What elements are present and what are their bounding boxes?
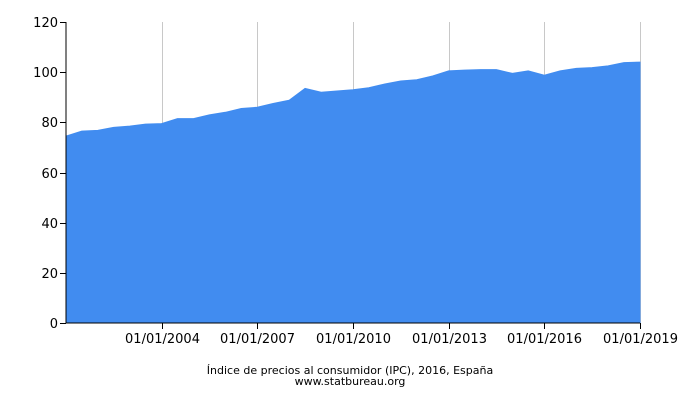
y-tick-label-0: 0 [50, 317, 58, 332]
chart-caption: Índice de precios al consumidor (IPC), 2… [206, 364, 494, 377]
y-tick-label-5: 100 [33, 66, 58, 81]
y-tick-label-4: 80 [41, 116, 58, 131]
y-tick-label-6: 120 [33, 16, 58, 31]
x-tick-label-5: 01/01/2019 [603, 332, 678, 347]
chart-source: www.statbureau.org [294, 375, 406, 388]
x-ticks: 01/01/2004 01/01/2007 01/01/2010 01/01/2013… [125, 323, 678, 347]
x-tick-label-2: 01/01/2010 [316, 332, 391, 347]
x-tick-label-0: 01/01/2004 [125, 332, 200, 347]
series-area-0 [65, 61, 641, 324]
y-tick-label-1: 20 [41, 267, 58, 282]
x-tick-label-4: 01/01/2016 [507, 332, 582, 347]
x-tick-label-1: 01/01/2007 [220, 332, 295, 347]
series-layer [65, 61, 641, 324]
y-tick-label-2: 40 [41, 217, 58, 232]
y-ticks: 0 20 40 60 80 100 120 [33, 16, 66, 332]
y-tick-label-3: 60 [41, 167, 58, 182]
x-tick-label-3: 01/01/2013 [412, 332, 487, 347]
